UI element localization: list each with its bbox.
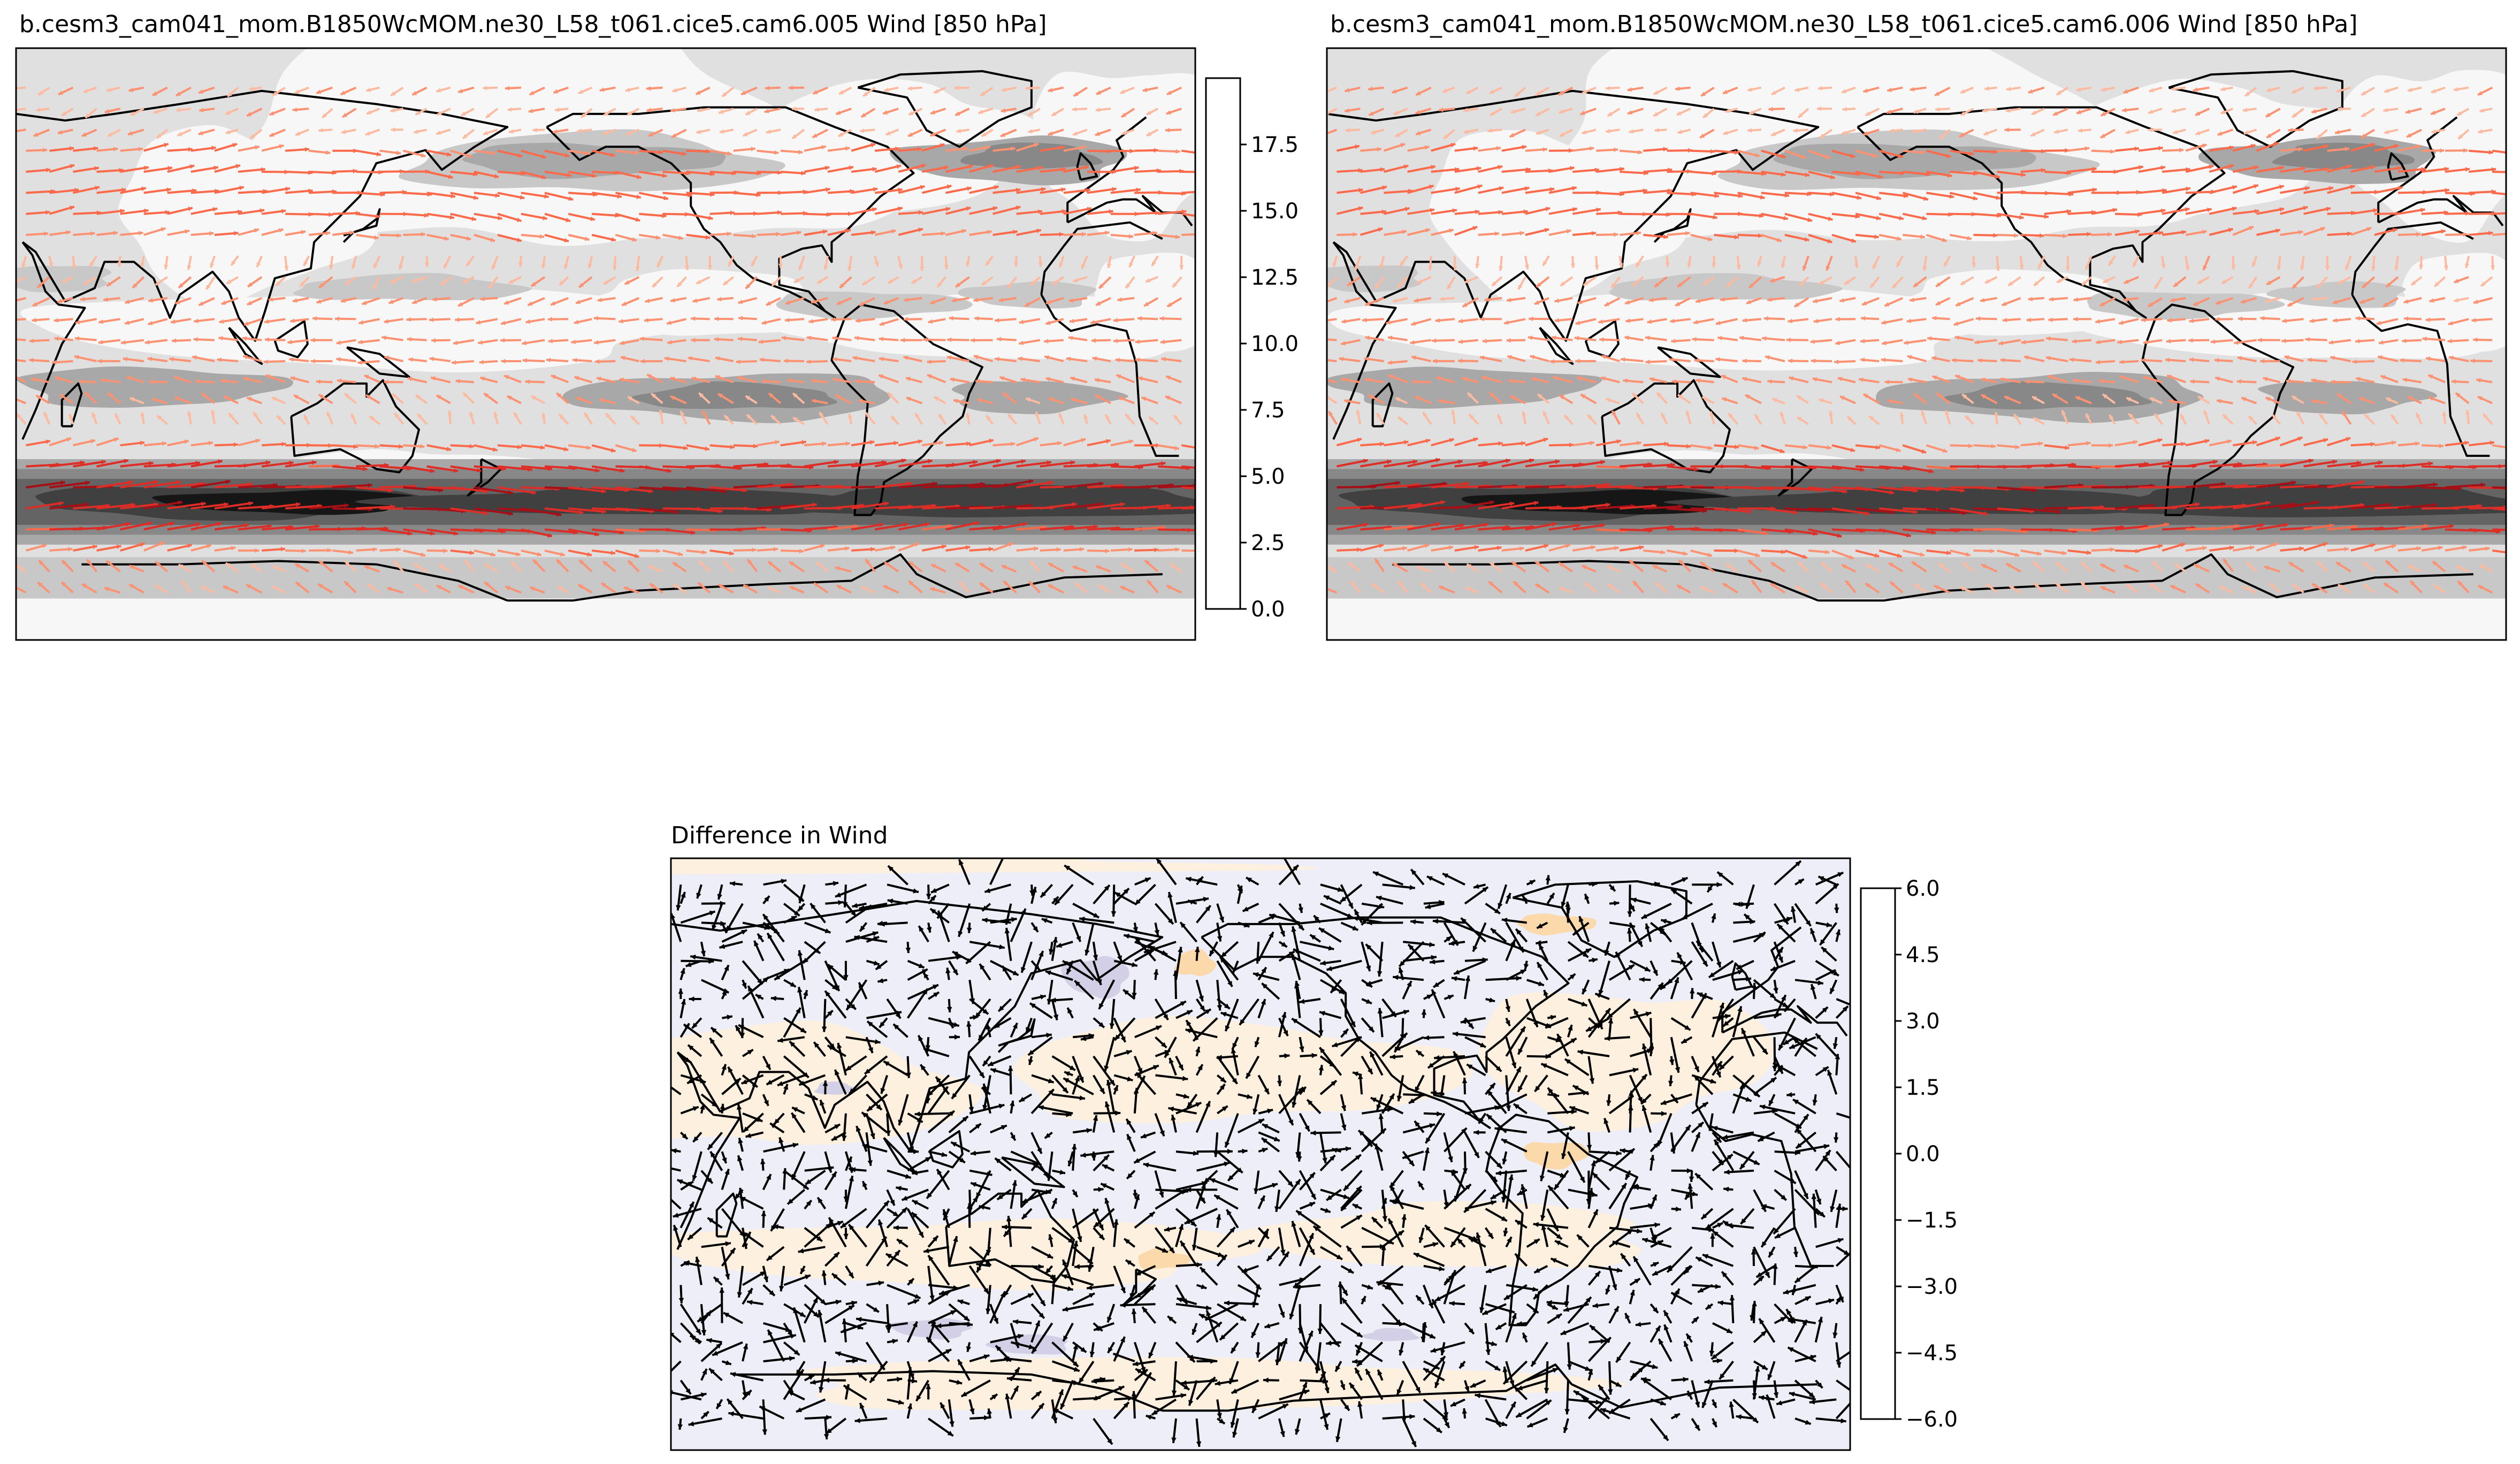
difference-colorbar-tick-label: −4.5 (1906, 1341, 1958, 1366)
difference-map (670, 857, 1851, 1451)
wind-speed-colorbar-tick-label: 5.0 (1251, 464, 1285, 489)
wind-speed-colorbar-tick-label: 17.5 (1251, 133, 1299, 157)
difference-colorbar: −6.0 −4.5 −3.0 −1.5 0.0 1.5 3.0 4.5 6.0 (1860, 876, 1958, 1432)
panel-a-title: b.cesm3_cam041_mom.B1850WcMOM.ne30_L58_t… (19, 11, 1047, 38)
wind-speed-colorbar-tick-label: 7.5 (1251, 398, 1285, 423)
panel-b-frame (1326, 47, 2507, 641)
difference-colorbar-tick-label: −3.0 (1906, 1275, 1958, 1299)
wind-speed-colorbar-tick-label: 10.0 (1251, 332, 1299, 356)
wind-speed-colorbar-tick-label: 0.0 (1251, 597, 1285, 622)
difference-frame (670, 857, 1851, 1451)
difference-colorbar-tick-label: 3.0 (1906, 1009, 1940, 1034)
panel-b-map (1326, 47, 2507, 641)
wind-speed-colorbar: 0.0 2.5 5.0 7.5 10.0 12.5 15.0 17.5 (1205, 77, 1299, 622)
difference-colorbar-tick-label: 4.5 (1906, 943, 1940, 967)
difference-contours (671, 858, 1850, 1450)
wind-speed-colorbar-tick-label: 12.5 (1251, 265, 1299, 290)
panel-b-wind-vectors (1327, 86, 2506, 594)
difference-colorbar-tick-label: 1.5 (1906, 1076, 1940, 1100)
panel-a-map (15, 47, 1196, 641)
wind-speed-colorbar-tick-label: 2.5 (1251, 531, 1285, 555)
difference-colorbar-tick-label: −1.5 (1906, 1208, 1958, 1233)
wind-speed-colorbar-tick-label: 15.0 (1251, 199, 1299, 224)
difference-wind-vectors (671, 858, 1850, 1447)
panel-a-wind-vectors (16, 85, 1195, 594)
difference-panel-title: Difference in Wind (671, 822, 888, 849)
difference-colorbar-tick-label: 6.0 (1906, 876, 1940, 901)
panel-b-title: b.cesm3_cam041_mom.B1850WcMOM.ne30_L58_t… (1330, 11, 2358, 38)
difference-colorbar-tick-label: −6.0 (1906, 1407, 1958, 1432)
difference-colorbar-tick-label: 0.0 (1906, 1142, 1940, 1166)
panel-a-frame (15, 47, 1196, 641)
